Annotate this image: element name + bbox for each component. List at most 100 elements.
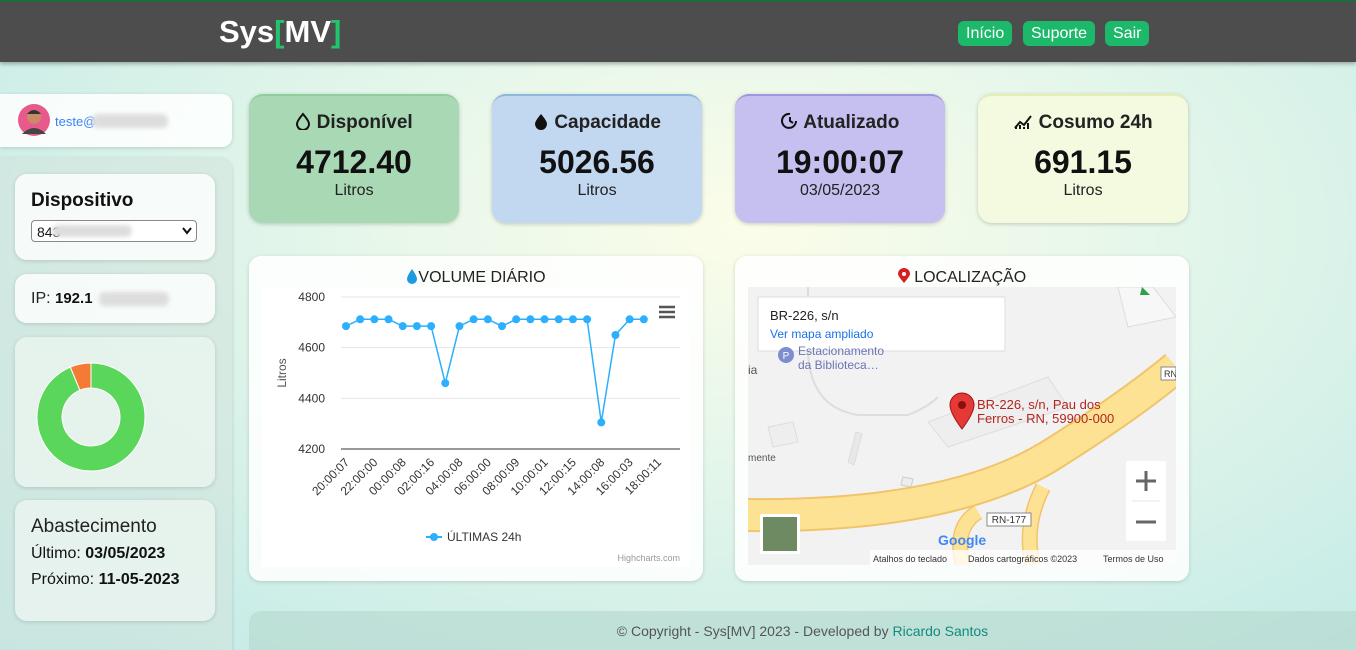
card-unit: Litros <box>1063 182 1103 199</box>
credit: Highcharts.com <box>617 553 680 563</box>
card-unit: Litros <box>334 182 374 199</box>
map-attribution: Dados cartográficos ©2023 <box>968 554 1077 564</box>
marker-label: Ferros - RN, 59900-000 <box>977 411 1114 426</box>
legend-symbol <box>430 533 438 541</box>
map-fragment: mente <box>748 453 776 464</box>
point <box>370 315 379 324</box>
point <box>469 315 478 324</box>
blurred <box>92 114 168 128</box>
road-label: RN <box>1164 369 1176 379</box>
point <box>455 322 464 331</box>
footer-text: © Copyright - Sys[MV] 2023 - Developed b… <box>616 623 889 639</box>
point <box>427 322 436 331</box>
info-box <box>757 296 1006 352</box>
point <box>342 322 350 331</box>
point <box>540 315 549 324</box>
point <box>398 322 407 331</box>
icon <box>780 112 797 129</box>
stat-card: Cosumo 24h 691.15 Litros <box>978 94 1188 223</box>
point <box>384 315 393 324</box>
user-card: teste@ <box>0 94 232 147</box>
card-value: 4712.40 <box>296 144 412 180</box>
map-title: LOCALIZAÇÃO <box>735 268 1189 287</box>
blurred <box>99 292 169 306</box>
nav-button[interactable]: Sair <box>1105 21 1150 46</box>
card-title: Disponível <box>249 112 459 134</box>
card-title: Cosumo 24h <box>978 112 1188 134</box>
icon <box>897 268 910 283</box>
ip-card: IP: 192.1 <box>15 274 215 323</box>
y-tick-label: 4400 <box>298 391 325 405</box>
supply-title: Abastecimento <box>31 516 157 537</box>
map-title-text: LOCALIZAÇÃO <box>914 269 1027 286</box>
brand-name: MV <box>284 14 332 49</box>
nav-button[interactable]: Início <box>958 21 1013 46</box>
line <box>345 318 644 423</box>
donut-slice <box>36 362 146 472</box>
supply-next-label: Próximo: <box>31 571 95 588</box>
place-label: Estacionamento <box>798 344 884 358</box>
map-logo: Google <box>938 532 986 548</box>
supply-next-date: 11-05-2023 <box>98 571 180 588</box>
point <box>356 315 365 324</box>
ip-value: 192.1 <box>55 290 93 307</box>
point <box>597 418 606 427</box>
header: Sys[MV] Início Suporte Sair <box>0 0 1356 62</box>
card-title-text: Disponível <box>316 112 413 133</box>
avatar <box>18 104 50 136</box>
card-unit: 03/05/2023 <box>799 182 881 199</box>
card-title: Capacidade <box>492 112 702 134</box>
chart-title-text: VOLUME DIÁRIO <box>418 269 546 286</box>
map-fragment: ia <box>748 363 758 377</box>
supply-last-date: 03/05/2023 <box>85 545 166 562</box>
map-attribution[interactable]: Termos de Uso <box>1103 554 1164 564</box>
menu-icon[interactable] <box>659 305 675 319</box>
footer: © Copyright - Sys[MV] 2023 - Developed b… <box>249 611 1356 650</box>
place-label: da Biblioteca… <box>798 358 879 372</box>
card-title-text: Atualizado <box>803 112 900 133</box>
supply-card: Abastecimento Último: 03/05/2023 Próximo… <box>15 500 215 621</box>
footer-author[interactable]: Ricardo Santos <box>892 623 989 639</box>
card-value: 5026.56 <box>539 144 655 180</box>
line-chart: 4200440046004800Litros20:00:0722:00:0000… <box>262 287 690 567</box>
y-tick-label: 4200 <box>298 442 325 456</box>
icon <box>296 112 311 131</box>
device-select[interactable]: 843 <box>31 220 197 242</box>
point <box>526 315 535 324</box>
point <box>625 315 634 324</box>
y-tick-label: 4600 <box>298 341 325 355</box>
stat-card: Atualizado 19:00:07 03/05/2023 <box>735 94 945 223</box>
marker-label: BR-226, s/n, Pau dos <box>977 397 1101 412</box>
info-link[interactable]: Ver mapa ampliado <box>770 327 874 341</box>
stat-card: Capacidade 5026.56 Litros <box>492 94 702 223</box>
select-arrow <box>182 227 192 235</box>
point <box>512 315 521 324</box>
parking-icon: P <box>783 351 790 362</box>
brand[interactable]: Sys[MV] <box>219 14 341 50</box>
supply-last: Último: 03/05/2023 <box>31 545 165 563</box>
device-label: Dispositivo <box>31 190 134 211</box>
user-email[interactable]: teste@ <box>55 114 97 129</box>
point <box>412 322 421 331</box>
y-axis-label: Litros <box>275 358 289 387</box>
nav-button[interactable]: Suporte <box>1023 21 1096 46</box>
chart-title: VOLUME DIÁRIO <box>249 268 703 287</box>
card-title-text: Capacidade <box>554 112 661 133</box>
point <box>611 331 620 339</box>
blurred <box>52 225 132 237</box>
road-label: RN-177 <box>992 515 1027 526</box>
map[interactable]: BR-226, s/n Ver mapa ampliado P Estacion… <box>748 287 1176 565</box>
y-tick-label: 4800 <box>298 290 325 304</box>
point <box>568 315 577 324</box>
device-card: Dispositivo 843 <box>15 174 215 260</box>
map-attribution[interactable]: Atalhos do teclado <box>873 554 947 564</box>
supply-next: Próximo: 11-05-2023 <box>31 571 180 589</box>
stat-card: Disponível 4712.40 Litros <box>249 94 459 223</box>
card-title-text: Cosumo 24h <box>1038 112 1153 133</box>
brand-bracket: ] <box>331 14 342 49</box>
donut-slice <box>69 362 92 391</box>
icon <box>535 114 548 130</box>
supply-last-label: Último: <box>31 545 81 562</box>
legend-label: ÚLTIMAS 24h <box>447 529 521 544</box>
point <box>483 315 492 324</box>
